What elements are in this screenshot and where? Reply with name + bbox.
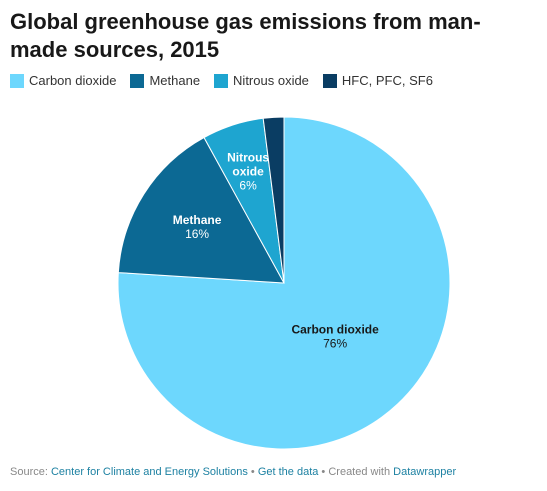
source-prefix: Source:	[10, 466, 51, 478]
footer: Source: Center for Climate and Energy So…	[10, 466, 456, 478]
pie-label-nitrous-oxide: Nitrous	[227, 151, 269, 165]
pie-label-carbon-dioxide: Carbon dioxide	[291, 323, 379, 337]
created-with-text: Created with	[328, 466, 394, 478]
legend-item-nitrous-oxide: Nitrous oxide	[214, 73, 309, 88]
chart-title: Global greenhouse gas emissions from man…	[10, 9, 481, 62]
pie-value-carbon-dioxide: 76%	[323, 337, 347, 351]
legend-swatch	[10, 73, 24, 88]
source-link[interactable]: Center for Climate and Energy Solutions	[50, 466, 248, 478]
legend-label: Nitrous oxide	[233, 73, 309, 88]
pie-label-methane: Methane	[173, 213, 222, 227]
pie-label-nitrous-oxide: oxide	[232, 165, 264, 179]
pie-value-methane: 16%	[185, 227, 209, 241]
legend-label: Methane	[149, 73, 201, 88]
footer-separator: •	[247, 466, 258, 478]
legend-item-carbon-dioxide: Carbon dioxide	[10, 73, 116, 88]
datawrapper-link[interactable]: Datawrapper	[393, 466, 457, 478]
legend-swatch	[214, 73, 229, 88]
legend-label: HFC, PFC, SF6	[341, 73, 433, 88]
legend-label: Carbon dioxide	[29, 73, 117, 88]
legend-swatch	[130, 73, 145, 88]
get-data-link[interactable]: Get the data	[257, 466, 319, 478]
legend-item-hfc-pfc-sf6: HFC, PFC, SF6	[322, 73, 433, 88]
pie-value-nitrous-oxide: 6%	[239, 179, 257, 193]
legend-swatch	[322, 73, 337, 88]
footer-separator: •	[318, 466, 329, 478]
legend: Carbon dioxide Methane Nitrous oxide HFC…	[10, 73, 447, 88]
pie-slice-hfc-pfc-sf6	[262, 116, 285, 284]
legend-item-methane: Methane	[130, 73, 200, 88]
pie-slice-carbon-dioxide	[117, 116, 451, 450]
pie-slice-methane	[117, 136, 285, 284]
